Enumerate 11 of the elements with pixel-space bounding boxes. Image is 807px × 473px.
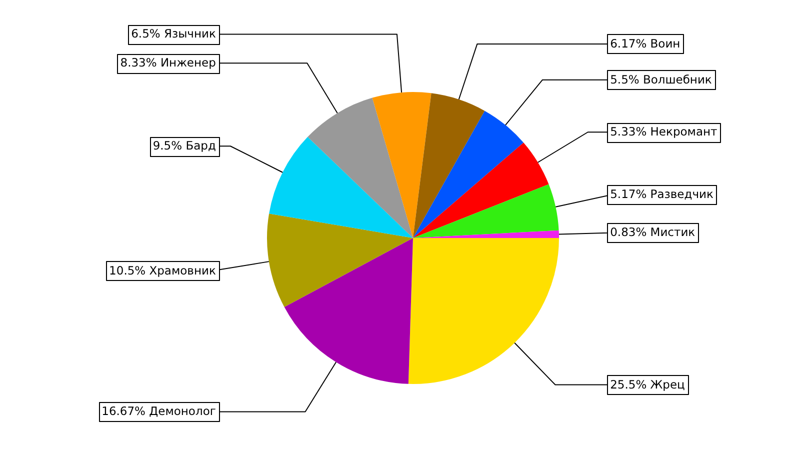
slice-label: 8.33% Инженер	[120, 56, 216, 70]
slice-label: 16.67% Демонолог	[102, 404, 216, 418]
slice-label: 5.33% Некромант	[610, 124, 718, 139]
slice-label: 6.17% Воин	[610, 36, 680, 50]
slice-label: 5.17% Разведчик	[610, 186, 714, 201]
slice-label: 10.5% Храмовник	[109, 263, 216, 278]
slice-label: 25.5% Жрец	[610, 377, 686, 392]
slice-label: 0.83% Мистик	[610, 225, 696, 240]
slice-label: 5.5% Волшебник	[610, 72, 712, 86]
slice-label: 9.5% Бард	[152, 138, 216, 153]
slice-label: 6.5% Язычник	[131, 26, 216, 41]
